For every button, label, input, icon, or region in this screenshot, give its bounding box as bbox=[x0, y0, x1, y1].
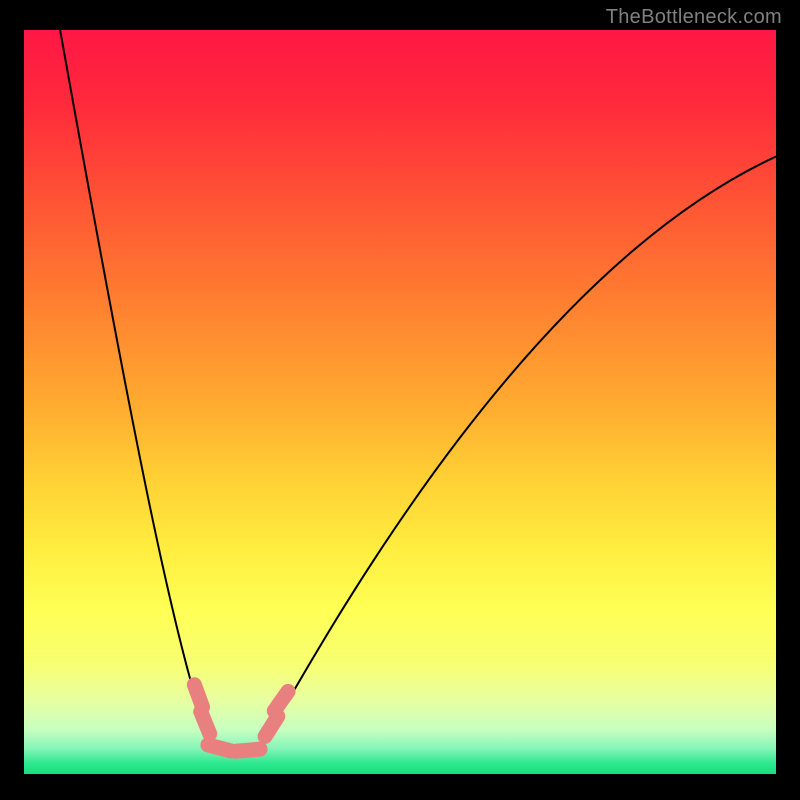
plot-area bbox=[24, 30, 776, 774]
curve-marker bbox=[265, 716, 278, 736]
curve-marker bbox=[194, 685, 202, 707]
curve-path bbox=[60, 30, 776, 749]
curve-marker bbox=[236, 749, 260, 751]
curve-marker bbox=[208, 745, 231, 751]
curve-markers bbox=[194, 685, 288, 752]
curve-marker bbox=[274, 691, 288, 710]
curve-marker bbox=[201, 712, 210, 734]
bottleneck-curve bbox=[24, 30, 776, 774]
watermark-text: TheBottleneck.com bbox=[606, 6, 782, 29]
